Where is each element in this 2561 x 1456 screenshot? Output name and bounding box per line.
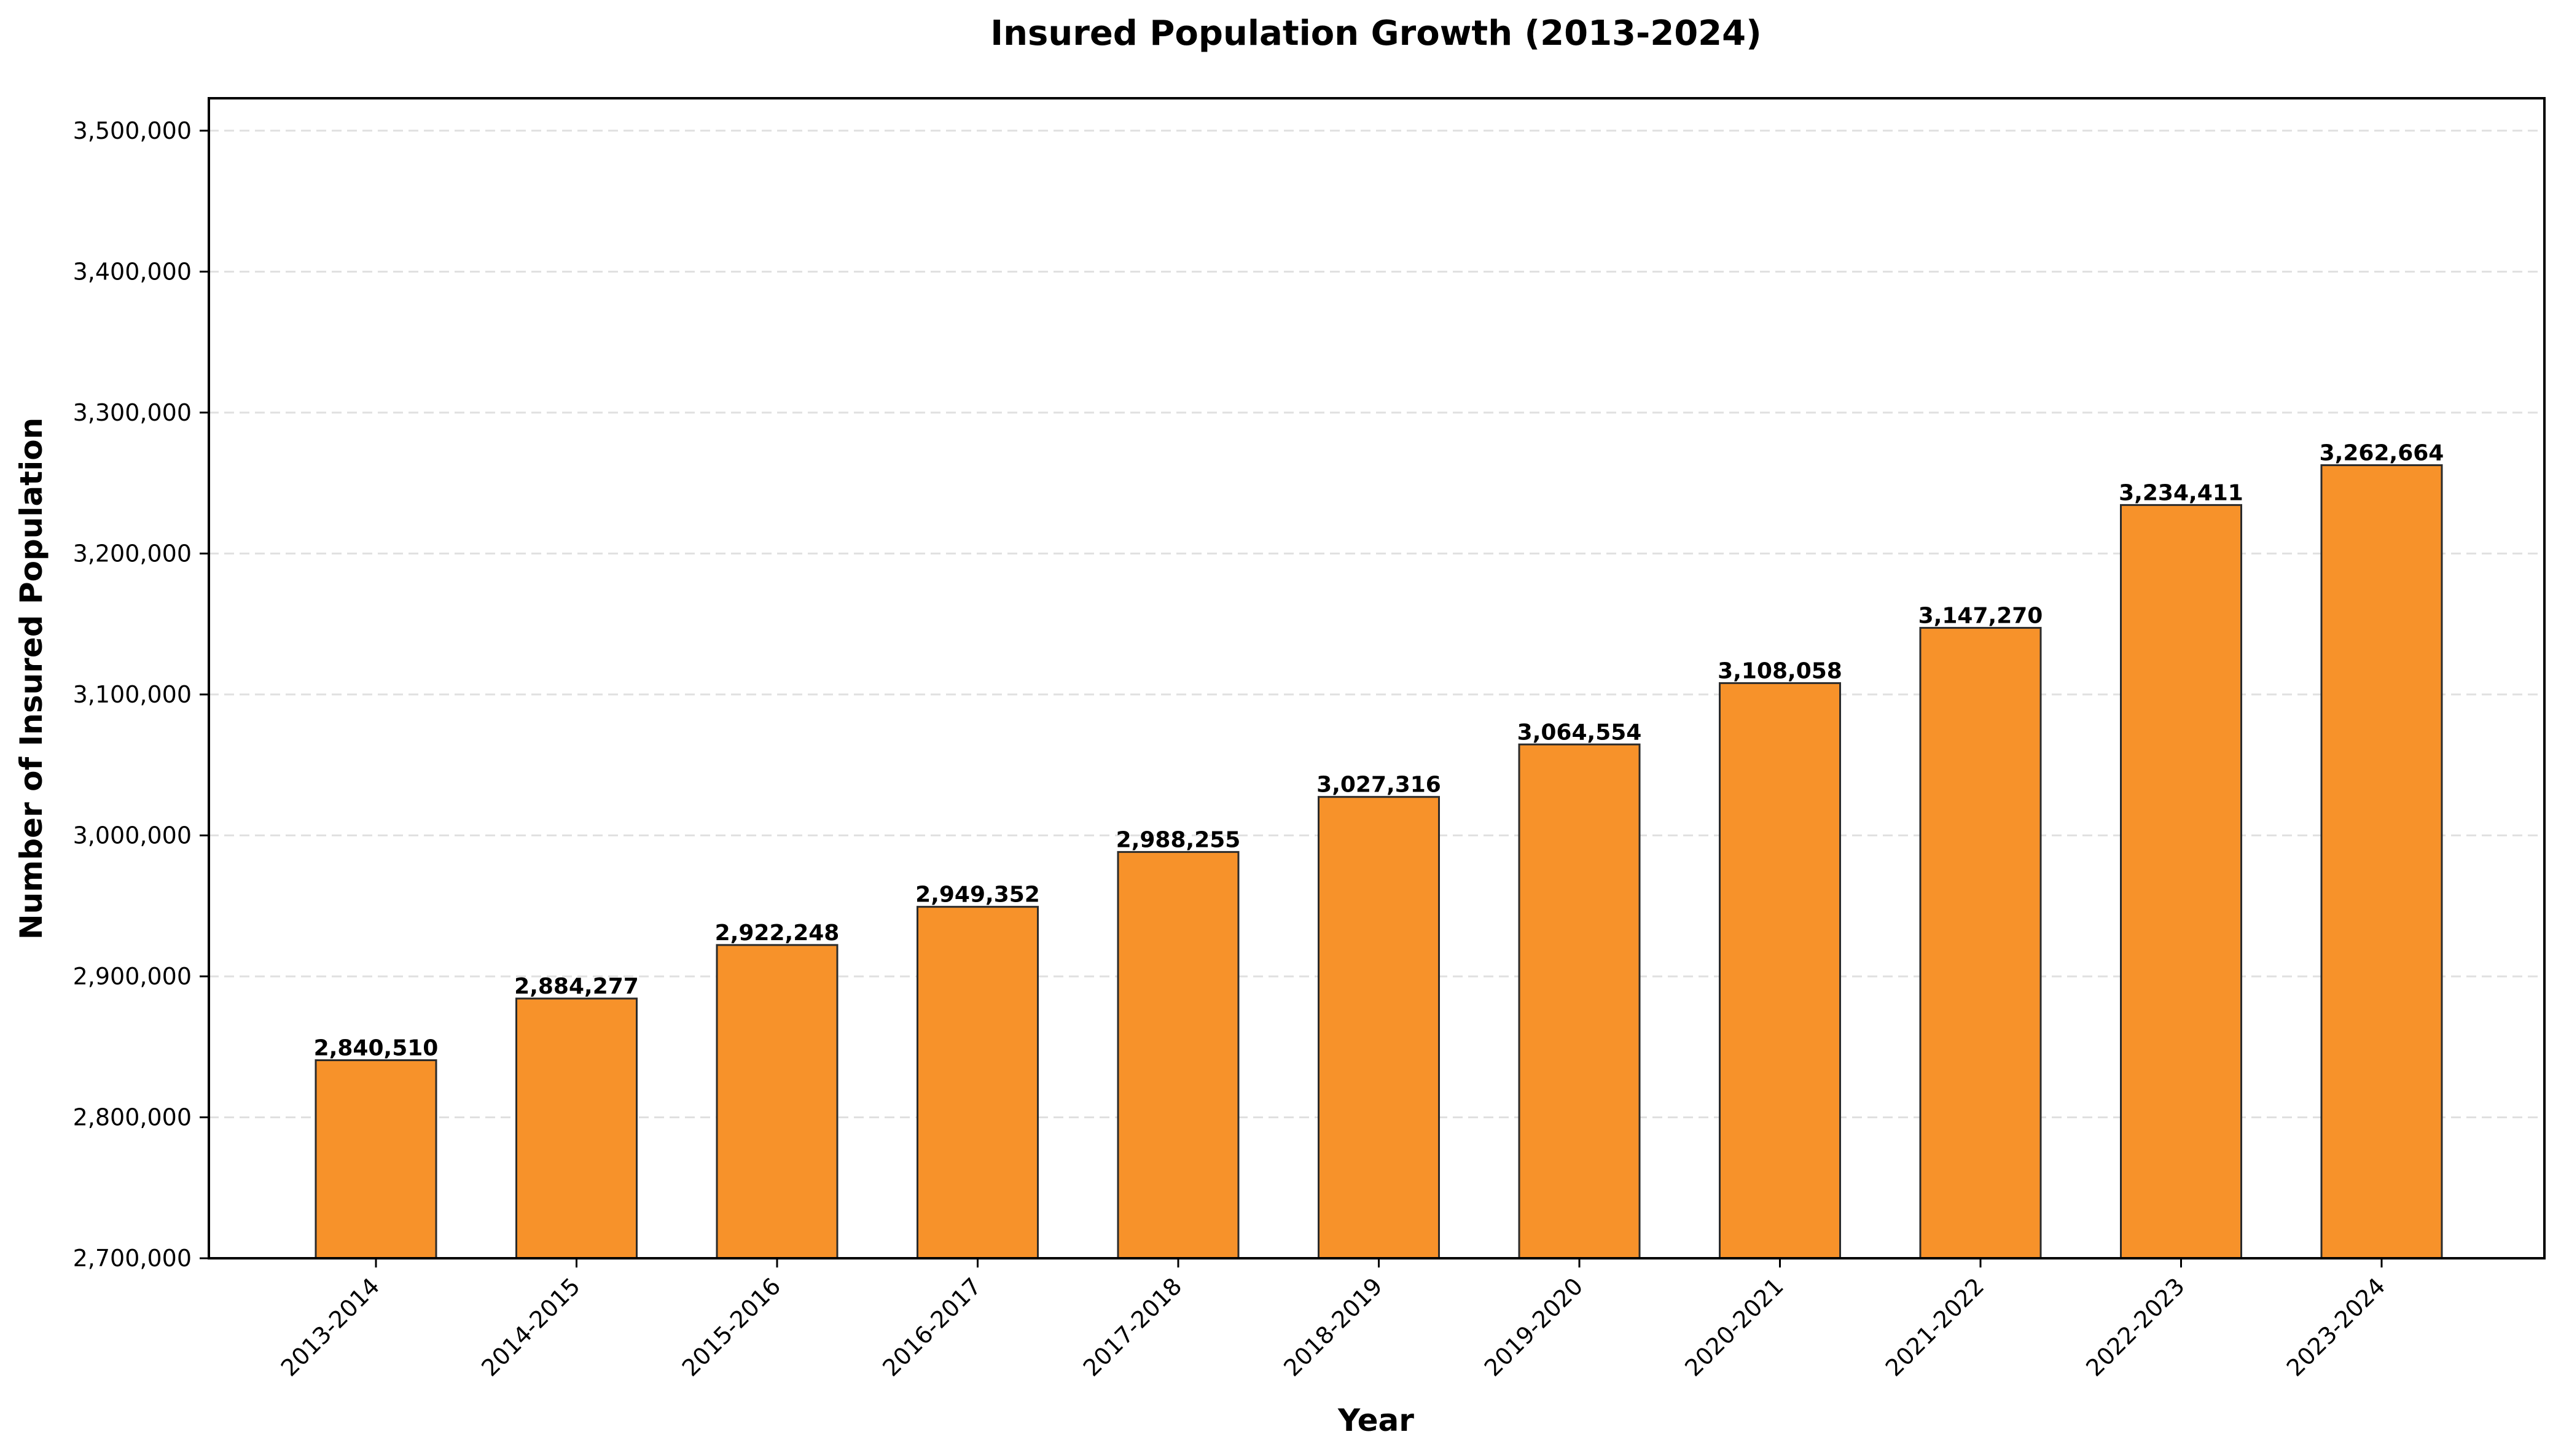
x-tick-label: 2016-2017	[877, 1272, 987, 1382]
x-tick-label: 2015-2016	[677, 1272, 786, 1382]
y-tick-label: 3,500,000	[73, 117, 192, 144]
data-label: 3,027,316	[1316, 773, 1441, 798]
bars	[315, 464, 2443, 1259]
bar	[515, 997, 638, 1259]
y-tick-label: 3,100,000	[73, 681, 192, 708]
chart-title: Insured Population Growth (2013-2024)	[990, 14, 1761, 53]
bar	[1117, 851, 1240, 1259]
x-tick-label: 2013-2014	[276, 1272, 385, 1382]
data-label: 3,262,664	[2320, 441, 2444, 466]
plot-frame	[208, 97, 2546, 1259]
x-tick-label: 2023-2024	[2281, 1272, 2391, 1382]
data-label: 3,108,058	[1718, 658, 1842, 683]
x-tick-label: 2021-2022	[1880, 1272, 1990, 1382]
data-label: 2,922,248	[715, 921, 840, 946]
data-label: 3,064,554	[1517, 720, 1642, 745]
bar	[716, 944, 839, 1259]
x-tick-label: 2014-2015	[476, 1272, 585, 1382]
data-label: 2,884,277	[514, 974, 639, 999]
y-tick-label: 2,800,000	[73, 1104, 192, 1131]
y-tick-label: 3,400,000	[73, 258, 192, 285]
data-label: 3,147,270	[1918, 603, 2043, 628]
x-tick-label: 2019-2020	[1479, 1272, 1589, 1382]
bar	[1318, 796, 1440, 1259]
bar	[2120, 504, 2242, 1259]
data-label: 3,234,411	[2119, 480, 2243, 505]
x-tick-label: 2017-2018	[1078, 1272, 1187, 1382]
x-tick-label: 2020-2021	[1679, 1272, 1789, 1382]
bar	[1518, 743, 1641, 1259]
x-tick-label: 2018-2019	[1278, 1272, 1388, 1382]
bar	[315, 1059, 437, 1259]
y-tick-label: 3,300,000	[73, 399, 192, 426]
y-tick-label: 2,700,000	[73, 1245, 192, 1272]
y-tick-label: 2,900,000	[73, 963, 192, 990]
data-label: 2,988,255	[1116, 827, 1241, 852]
bar	[1719, 682, 1841, 1259]
x-tick-label: 2022-2023	[2081, 1272, 2190, 1382]
data-label: 2,840,510	[314, 1035, 439, 1061]
y-axis-label: Number of Insured Population	[14, 418, 49, 940]
y-tick-label: 3,000,000	[73, 822, 192, 849]
bar	[2320, 464, 2443, 1259]
bar	[917, 906, 1039, 1259]
y-tick-label: 3,200,000	[73, 540, 192, 567]
x-axis-label: Year	[1337, 1403, 1414, 1438]
data-label: 2,949,352	[915, 882, 1040, 908]
data-labels: 2,840,510 2,884,277 2,922,248 2,949,352 2,98…	[314, 441, 2444, 1061]
bar	[1919, 626, 2042, 1259]
